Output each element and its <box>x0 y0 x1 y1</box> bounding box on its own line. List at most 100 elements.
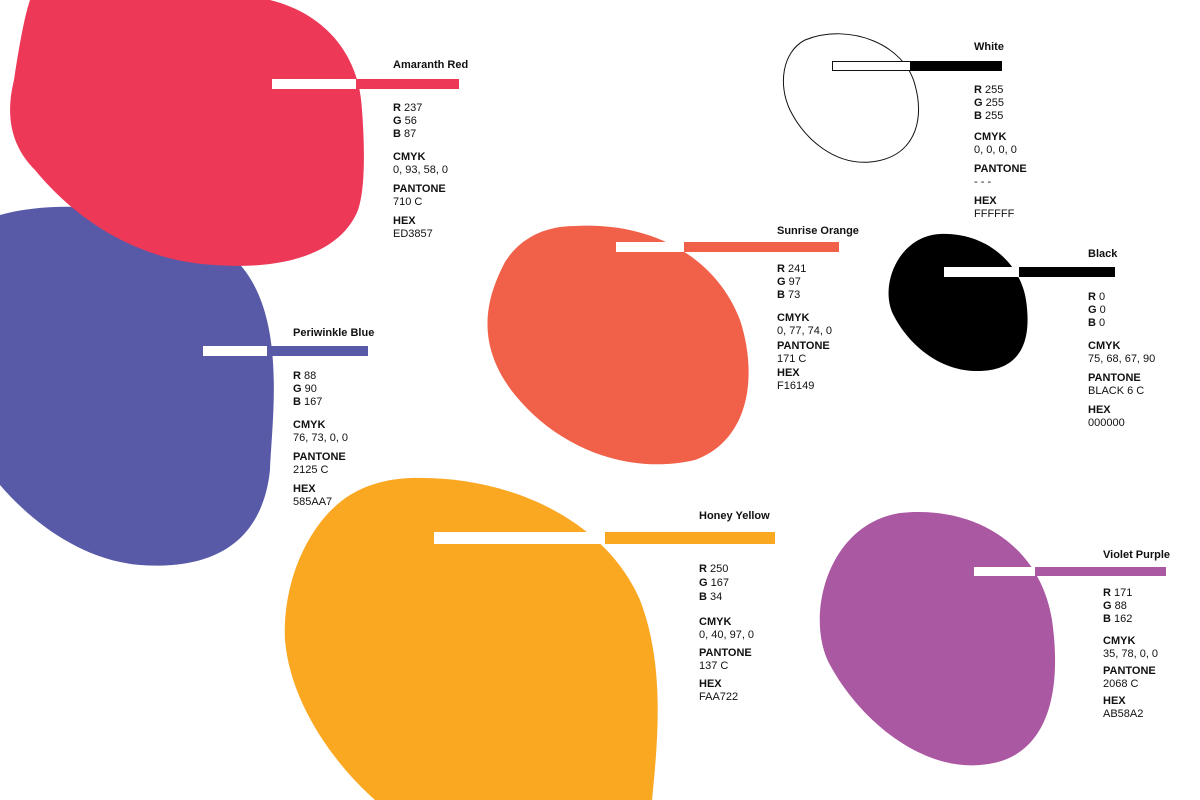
cmyk-label: CMYK <box>1088 340 1121 352</box>
b-value: 87 <box>404 128 417 140</box>
hex-value: 585AA7 <box>293 496 333 508</box>
g-label: G <box>699 577 708 589</box>
b-value: 167 <box>304 396 323 408</box>
pantone-label: PANTONE <box>293 451 346 463</box>
b-value: 0 <box>1099 317 1106 329</box>
cmyk-value: 75, 68, 67, 90 <box>1088 353 1156 365</box>
g-label: G <box>777 276 786 288</box>
swatch-name: Violet Purple <box>1103 549 1171 561</box>
amaranth-red-blob <box>10 0 364 266</box>
g-value: 255 <box>985 97 1004 109</box>
cmyk-value: 0, 93, 58, 0 <box>393 164 449 176</box>
r-label: R <box>393 102 401 114</box>
hex-label: HEX <box>393 215 416 227</box>
b-label: B <box>699 591 707 603</box>
sunrise-orange-indicator <box>616 242 839 252</box>
b-label: B <box>974 110 982 122</box>
pantone-value: 171 C <box>777 353 807 365</box>
cmyk-value: 0, 0, 0, 0 <box>974 144 1017 156</box>
amaranth-red-indicator <box>272 79 459 89</box>
pantone-value: 2068 C <box>1103 678 1139 690</box>
g-value: 167 <box>710 577 729 589</box>
b-label: B <box>777 289 785 301</box>
r-label: R <box>777 263 785 275</box>
hex-label: HEX <box>293 483 316 495</box>
cmyk-value: 0, 40, 97, 0 <box>699 629 755 641</box>
g-label: G <box>1088 304 1097 316</box>
violet-purple-blob <box>819 511 1056 766</box>
cmyk-label: CMYK <box>393 151 426 163</box>
b-value: 34 <box>710 591 723 603</box>
hex-value: 000000 <box>1088 417 1125 429</box>
cmyk-label: CMYK <box>293 419 326 431</box>
cmyk-label: CMYK <box>974 131 1007 143</box>
r-value: 171 <box>1114 587 1133 599</box>
pantone-label: PANTONE <box>393 183 446 195</box>
r-label: R <box>974 84 982 96</box>
swatch-name: Black <box>1088 248 1118 260</box>
pantone-label: PANTONE <box>1088 372 1141 384</box>
pantone-label: PANTONE <box>1103 665 1156 677</box>
honey-yellow-indicator <box>434 532 775 544</box>
g-label: G <box>974 97 983 109</box>
swatch-name: White <box>974 41 1004 53</box>
g-value: 90 <box>304 383 317 395</box>
g-value: 0 <box>1099 304 1106 316</box>
r-value: 250 <box>710 563 729 575</box>
swatch-name: Sunrise Orange <box>777 225 859 237</box>
cmyk-label: CMYK <box>1103 635 1136 647</box>
cmyk-value: 0, 77, 74, 0 <box>777 325 833 337</box>
b-value: 73 <box>788 289 801 301</box>
swatch-name: Amaranth Red <box>393 59 469 71</box>
swatch-name: Periwinkle Blue <box>293 327 375 339</box>
hex-value: AB58A2 <box>1103 708 1144 720</box>
pantone-label: PANTONE <box>699 647 752 659</box>
b-label: B <box>293 396 301 408</box>
r-value: 0 <box>1099 291 1106 303</box>
g-label: G <box>293 383 302 395</box>
hex-label: HEX <box>974 195 997 207</box>
hex-label: HEX <box>699 678 722 690</box>
hex-value: FAA722 <box>699 691 739 703</box>
pantone-value: 2125 C <box>293 464 329 476</box>
black-indicator <box>944 267 1115 277</box>
r-value: 255 <box>985 84 1004 96</box>
r-label: R <box>1103 587 1111 599</box>
g-label: G <box>393 115 402 127</box>
cmyk-value: 76, 73, 0, 0 <box>293 432 349 444</box>
r-label: R <box>699 563 707 575</box>
r-label: R <box>1088 291 1096 303</box>
periwinkle-blue-indicator <box>203 346 368 356</box>
pantone-label: PANTONE <box>777 340 830 352</box>
b-label: B <box>393 128 401 140</box>
r-value: 241 <box>788 263 807 275</box>
white-blob <box>782 33 919 163</box>
hex-value: FFFFFF <box>974 208 1015 220</box>
b-label: B <box>1088 317 1096 329</box>
hex-value: ED3857 <box>393 228 433 240</box>
hex-label: HEX <box>1103 695 1126 707</box>
cmyk-label: CMYK <box>777 312 810 324</box>
white-indicator <box>832 61 1002 71</box>
b-value: 255 <box>985 110 1004 122</box>
pantone-label: PANTONE <box>974 163 1027 175</box>
pantone-value: - - - <box>974 176 992 188</box>
hex-value: F16149 <box>777 380 815 392</box>
honey-yellow-blob <box>284 477 658 800</box>
periwinkle-blue-blob <box>0 206 274 566</box>
black-blob <box>888 233 1028 372</box>
pantone-value: BLACK 6 C <box>1088 385 1145 397</box>
g-value: 56 <box>404 115 417 127</box>
g-value: 97 <box>788 276 801 288</box>
r-value: 88 <box>304 370 317 382</box>
hex-label: HEX <box>777 367 800 379</box>
cmyk-label: CMYK <box>699 616 732 628</box>
r-value: 237 <box>404 102 423 114</box>
swatch-name: Honey Yellow <box>699 510 770 522</box>
r-label: R <box>293 370 301 382</box>
b-value: 162 <box>1114 613 1133 625</box>
pantone-value: 137 C <box>699 660 729 672</box>
violet-purple-indicator <box>974 567 1166 576</box>
g-value: 88 <box>1114 600 1127 612</box>
